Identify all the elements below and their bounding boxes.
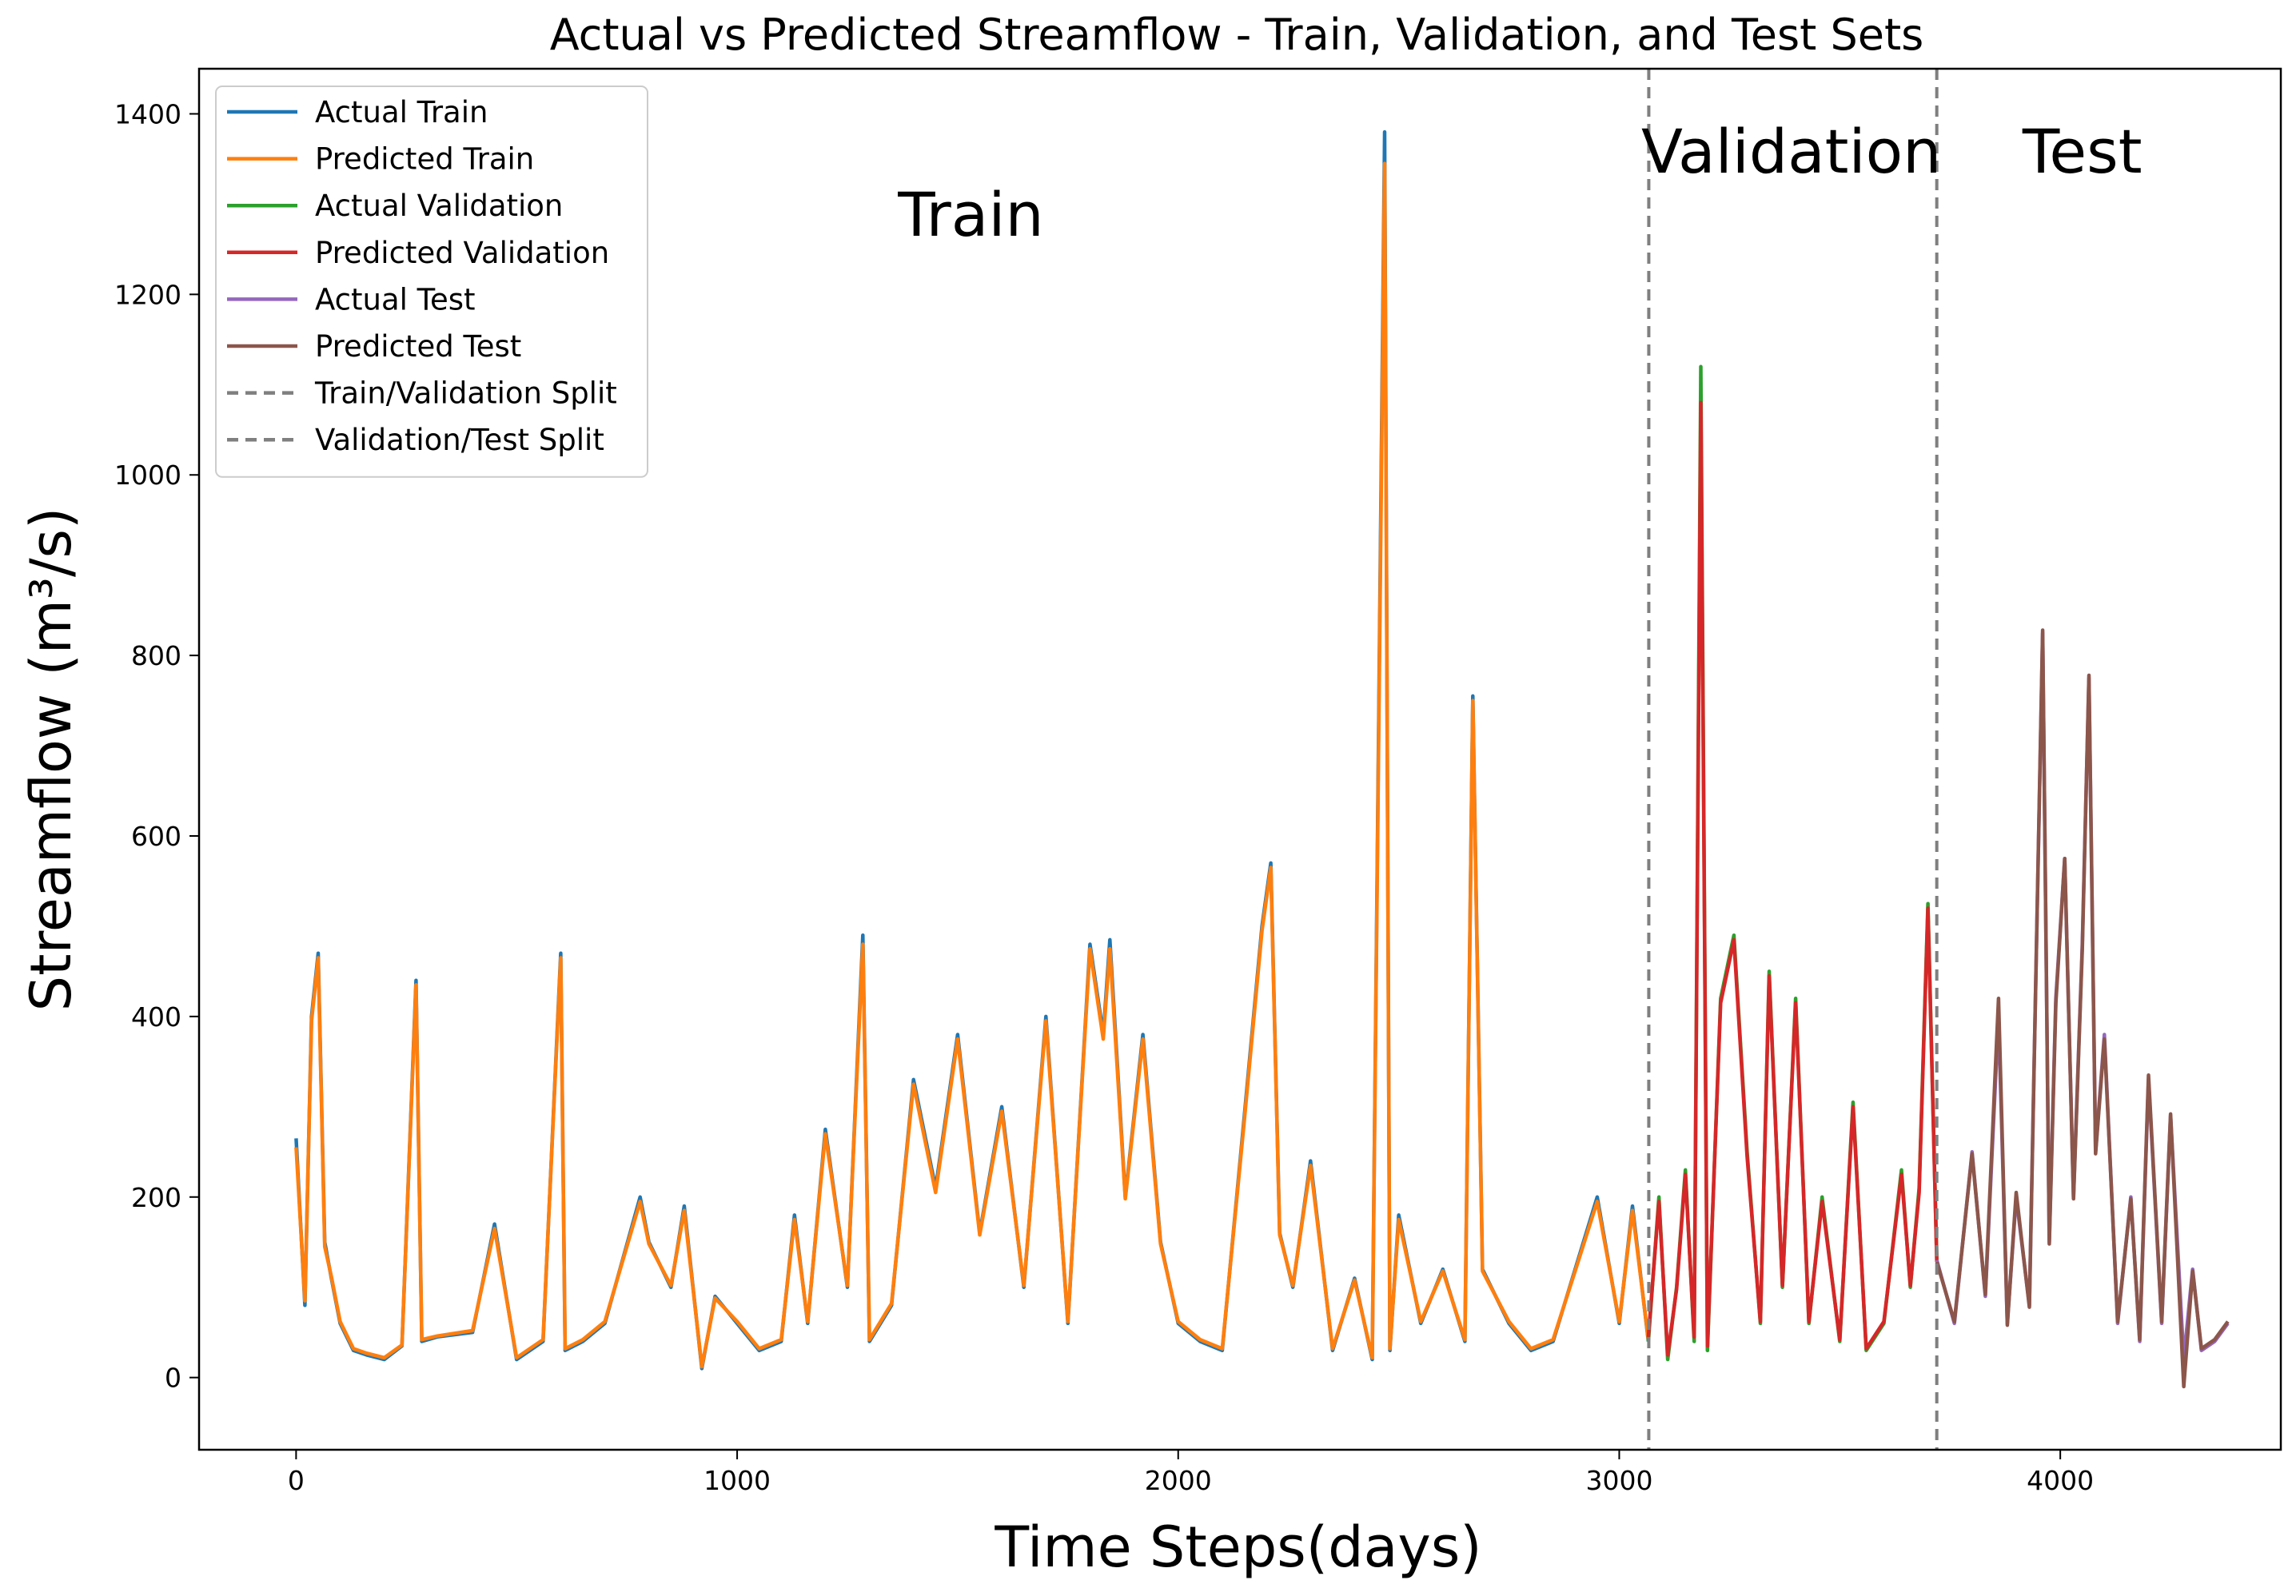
legend-label: Actual Train [315,95,488,129]
legend: Actual Train Predicted Train Actual Valida… [215,86,648,478]
region-label-train: Train [897,179,1043,250]
x-tick-label: 4000 [2027,1465,2094,1496]
series-line-predicted-test [1935,628,2230,1389]
legend-label: Actual Validation [315,189,563,223]
x-axis-title: Time Steps(days) [994,1514,1481,1580]
y-tick-label: 200 [131,1182,181,1213]
y-axis-title: Streamflow (m³/s) [18,507,84,1012]
legend-label: Predicted Train [315,142,534,177]
x-tick-label: 3000 [1585,1465,1652,1496]
region-label-validation: Validation [1641,116,1941,187]
series-line-predicted-train [294,161,1651,1369]
series-line-predicted-validation [1646,400,1939,1357]
legend-label: Predicted Validation [315,236,609,270]
legend-label: Train/Validation Split [314,376,617,411]
legend-box [215,86,648,478]
x-tick-label: 0 [288,1465,305,1496]
x-tick-label: 2000 [1145,1465,1212,1496]
y-tick-label: 800 [131,640,181,671]
y-tick-label: 0 [165,1363,181,1394]
legend-label: Validation/Test Split [315,423,604,457]
x-tick-label: 1000 [704,1465,771,1496]
y-tick-label: 1200 [114,279,181,310]
chart-title: Actual vs Predicted Streamflow - Train, … [550,10,1924,60]
region-label-test: Test [2022,116,2143,187]
y-tick-label: 1000 [114,460,181,491]
plot-frame [197,67,2282,1451]
y-tick-label: 600 [131,821,181,852]
y-tick-label: 1400 [114,98,181,129]
legend-label: Predicted Test [315,329,521,364]
legend-label: Actual Test [315,282,476,316]
y-tick-label: 400 [131,1001,181,1033]
